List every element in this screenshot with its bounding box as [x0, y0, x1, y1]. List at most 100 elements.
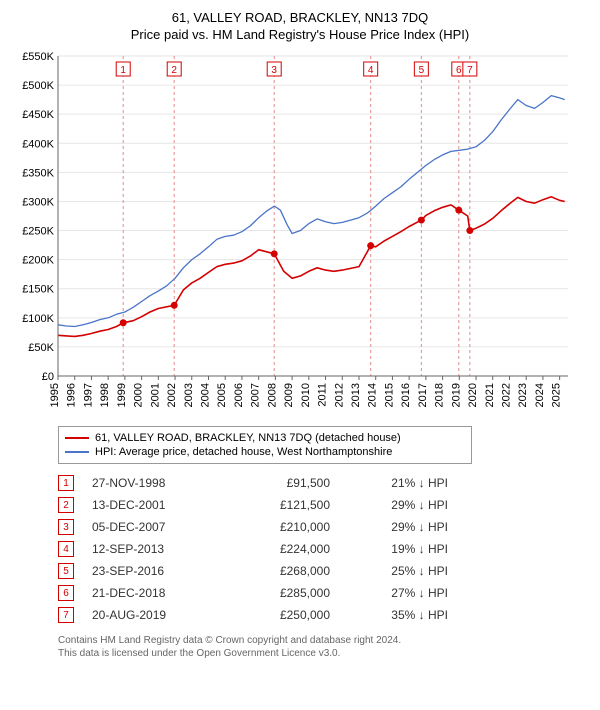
footer-line-1: Contains HM Land Registry data © Crown c…	[58, 634, 590, 647]
transaction-pct: 19% ↓ HPI	[348, 542, 448, 556]
svg-text:7: 7	[467, 65, 473, 76]
svg-text:£250K: £250K	[22, 226, 54, 238]
svg-text:£50K: £50K	[28, 342, 54, 354]
transaction-number-box: 5	[58, 563, 74, 579]
legend-box: 61, VALLEY ROAD, BRACKLEY, NN13 7DQ (det…	[58, 426, 472, 464]
svg-text:£500K: £500K	[22, 80, 54, 92]
svg-text:4: 4	[368, 65, 374, 76]
svg-text:2001: 2001	[149, 383, 161, 407]
transaction-list: 1 27-NOV-1998 £91,500 21% ↓ HPI 2 13-DEC-2001…	[58, 472, 590, 626]
transaction-price: £285,000	[230, 586, 330, 600]
transaction-row: 1 27-NOV-1998 £91,500 21% ↓ HPI	[58, 472, 590, 494]
transaction-date: 27-NOV-1998	[92, 476, 212, 490]
transaction-row: 4 12-SEP-2013 £224,000 19% ↓ HPI	[58, 538, 590, 560]
transaction-row: 5 23-SEP-2016 £268,000 25% ↓ HPI	[58, 560, 590, 582]
svg-text:2: 2	[171, 65, 177, 76]
transaction-price: £91,500	[230, 476, 330, 490]
chart-footer: Contains HM Land Registry data © Crown c…	[58, 634, 590, 660]
svg-text:1997: 1997	[82, 383, 94, 407]
transaction-price: £210,000	[230, 520, 330, 534]
chart-subtitle: Price paid vs. HM Land Registry's House …	[10, 27, 590, 42]
svg-text:£0: £0	[42, 371, 54, 383]
svg-text:2006: 2006	[233, 383, 245, 407]
legend-row: HPI: Average price, detached house, West…	[65, 445, 465, 459]
svg-text:2023: 2023	[517, 383, 529, 407]
svg-text:2000: 2000	[133, 383, 145, 407]
svg-text:1999: 1999	[116, 383, 128, 407]
transaction-number-box: 6	[58, 585, 74, 601]
svg-text:2017: 2017	[417, 383, 429, 407]
svg-text:2025: 2025	[551, 383, 563, 407]
transaction-pct: 27% ↓ HPI	[348, 586, 448, 600]
transaction-price: £268,000	[230, 564, 330, 578]
svg-text:2008: 2008	[266, 383, 278, 407]
transaction-price: £121,500	[230, 498, 330, 512]
svg-text:2003: 2003	[183, 383, 195, 407]
svg-text:2021: 2021	[484, 383, 496, 407]
svg-text:2024: 2024	[534, 383, 546, 407]
transaction-date: 21-DEC-2018	[92, 586, 212, 600]
transaction-date: 13-DEC-2001	[92, 498, 212, 512]
transaction-date: 05-DEC-2007	[92, 520, 212, 534]
legend-swatch	[65, 437, 89, 439]
transaction-date: 20-AUG-2019	[92, 608, 212, 622]
transaction-date: 12-SEP-2013	[92, 542, 212, 556]
svg-text:2011: 2011	[317, 383, 329, 407]
transaction-pct: 35% ↓ HPI	[348, 608, 448, 622]
footer-line-2: This data is licensed under the Open Gov…	[58, 647, 590, 660]
svg-text:2013: 2013	[350, 383, 362, 407]
svg-text:2002: 2002	[166, 383, 178, 407]
legend-label: HPI: Average price, detached house, West…	[95, 446, 392, 458]
svg-text:2022: 2022	[500, 383, 512, 407]
legend-label: 61, VALLEY ROAD, BRACKLEY, NN13 7DQ (det…	[95, 432, 401, 444]
svg-text:2007: 2007	[250, 383, 262, 407]
svg-text:2004: 2004	[199, 383, 211, 407]
legend-swatch	[65, 451, 89, 453]
svg-text:1998: 1998	[99, 383, 111, 407]
svg-text:2015: 2015	[383, 383, 395, 407]
transaction-row: 7 20-AUG-2019 £250,000 35% ↓ HPI	[58, 604, 590, 626]
legend-row: 61, VALLEY ROAD, BRACKLEY, NN13 7DQ (det…	[65, 431, 465, 445]
chart-container: 61, VALLEY ROAD, BRACKLEY, NN13 7DQ Pric…	[0, 0, 600, 668]
transaction-price: £224,000	[230, 542, 330, 556]
svg-text:1: 1	[120, 65, 126, 76]
svg-text:3: 3	[271, 65, 277, 76]
svg-text:£550K: £550K	[22, 51, 54, 63]
svg-text:2014: 2014	[367, 383, 379, 407]
transaction-pct: 29% ↓ HPI	[348, 520, 448, 534]
transaction-pct: 21% ↓ HPI	[348, 476, 448, 490]
transaction-row: 2 13-DEC-2001 £121,500 29% ↓ HPI	[58, 494, 590, 516]
transaction-row: 6 21-DEC-2018 £285,000 27% ↓ HPI	[58, 582, 590, 604]
svg-text:5: 5	[419, 65, 425, 76]
svg-text:£400K: £400K	[22, 138, 54, 150]
svg-text:2016: 2016	[400, 383, 412, 407]
svg-text:£350K: £350K	[22, 167, 54, 179]
svg-text:2020: 2020	[467, 383, 479, 407]
chart-title: 61, VALLEY ROAD, BRACKLEY, NN13 7DQ	[10, 10, 590, 25]
svg-text:£300K: £300K	[22, 196, 54, 208]
svg-text:6: 6	[456, 65, 462, 76]
transaction-number-box: 1	[58, 475, 74, 491]
chart-plot-area: £0 £50K £100K £150K £200K £250K £300K £350K £400…	[10, 48, 590, 418]
transaction-number-box: 4	[58, 541, 74, 557]
svg-text:2012: 2012	[333, 383, 345, 407]
transaction-price: £250,000	[230, 608, 330, 622]
transaction-row: 3 05-DEC-2007 £210,000 29% ↓ HPI	[58, 516, 590, 538]
svg-text:2019: 2019	[450, 383, 462, 407]
svg-text:2010: 2010	[300, 383, 312, 407]
transaction-pct: 29% ↓ HPI	[348, 498, 448, 512]
transaction-number-box: 3	[58, 519, 74, 535]
svg-text:£450K: £450K	[22, 109, 54, 121]
svg-text:2009: 2009	[283, 383, 295, 407]
transaction-pct: 25% ↓ HPI	[348, 564, 448, 578]
svg-text:£100K: £100K	[22, 313, 54, 325]
svg-text:1996: 1996	[66, 383, 78, 407]
svg-text:£200K: £200K	[22, 255, 54, 267]
transaction-date: 23-SEP-2016	[92, 564, 212, 578]
svg-text:2018: 2018	[434, 383, 446, 407]
transaction-number-box: 2	[58, 497, 74, 513]
svg-text:£150K: £150K	[22, 284, 54, 296]
transaction-number-box: 7	[58, 607, 74, 623]
svg-text:2005: 2005	[216, 383, 228, 407]
chart-svg: £0 £50K £100K £150K £200K £250K £300K £350K £400…	[10, 48, 590, 418]
